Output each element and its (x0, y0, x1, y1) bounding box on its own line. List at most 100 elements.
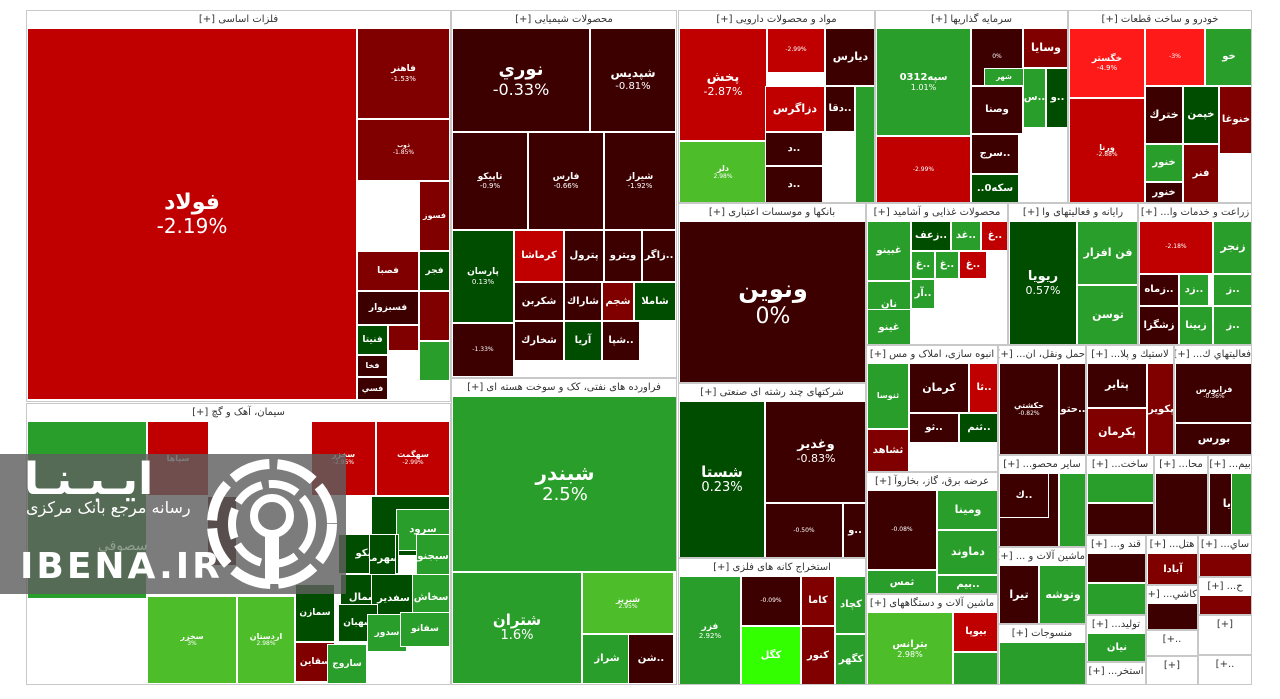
stock-tile[interactable]: ..دقا (825, 86, 855, 132)
stock-tile[interactable]: فارس -0.66% (528, 132, 604, 230)
sector-title[interactable]: رایانه و فعالیتهای وا [+] (1009, 204, 1137, 221)
stock-tile[interactable]: فصبا (357, 251, 419, 291)
stock-tile[interactable]: ديارس (825, 28, 874, 86)
stock-tile[interactable]: خترك (1145, 86, 1183, 144)
sector-title[interactable]: كاشي... [+] (1147, 586, 1197, 603)
stock-tile[interactable]: ..غ (981, 221, 1007, 251)
stock-tile[interactable]: زنجر (1213, 221, 1251, 274)
stock-tile[interactable]: شاملا (634, 282, 676, 321)
sector-title[interactable]: ماشین آلات و دستگاههای [+] (867, 595, 997, 612)
sector-title[interactable]: شرکتهای چند رشته ای صنعتی [+] (679, 384, 865, 401)
stock-tile[interactable]: ..آر (911, 279, 935, 309)
sector-title[interactable]: استخر... [+] (1087, 663, 1145, 680)
stock-tile[interactable]: سفانو (400, 612, 450, 647)
sector-title[interactable]: ..+] (1199, 656, 1251, 673)
stock-tile[interactable]: ..زماه (1139, 274, 1179, 306)
sector-title[interactable]: ح... [+] (1199, 578, 1251, 595)
stock-tile[interactable] (419, 341, 450, 381)
sector-title[interactable]: قند و... [+] (1087, 536, 1145, 553)
stock-tile[interactable]: فولاد -2.19% (27, 28, 357, 400)
stock-tile[interactable]: زشگزا (1139, 306, 1179, 344)
stock-tile[interactable] (1231, 473, 1251, 534)
stock-tile[interactable] (419, 291, 450, 341)
stock-tile[interactable]: سكه0.. (971, 174, 1019, 202)
stock-tile[interactable]: كاما (801, 576, 835, 626)
stock-tile[interactable]: وتوشه (1039, 565, 1085, 623)
sector-title[interactable]: محا... [+] (1155, 456, 1207, 473)
stock-tile[interactable]: پترول (564, 230, 604, 282)
stock-tile[interactable]: ..د (765, 166, 823, 202)
stock-tile[interactable]: -2.99% (876, 136, 971, 202)
sector-title[interactable]: [+] (1199, 616, 1251, 633)
stock-tile[interactable]: فسوز (419, 181, 450, 251)
stock-tile[interactable]: ..شپا (602, 321, 640, 361)
sector-title[interactable]: زراعت و خدمات وا... [+] (1139, 204, 1251, 221)
stock-tile[interactable]: ..د (765, 132, 823, 166)
stock-tile[interactable]: كچاد (835, 576, 865, 634)
stock-tile[interactable]: ورنا -2.88% (1069, 98, 1145, 202)
stock-tile[interactable]: ..ز (1213, 306, 1251, 344)
stock-tile[interactable]: زبينا (1179, 306, 1213, 344)
stock-tile[interactable]: ويترو (604, 230, 642, 282)
stock-tile[interactable]: ..حتو (1059, 363, 1085, 454)
sector-title[interactable]: ساخت... [+] (1087, 456, 1153, 473)
stock-tile[interactable]: ثنوسا (867, 363, 909, 429)
stock-tile[interactable]: -2.18% (1139, 221, 1213, 274)
stock-tile[interactable]: وسايا (1023, 28, 1067, 68)
stock-tile[interactable]: ذوب -1.85% (357, 119, 450, 181)
stock-tile[interactable]: شستا 0.23% (679, 401, 765, 557)
sector-title[interactable]: هتل... [+] (1147, 536, 1197, 553)
stock-tile[interactable]: ..غ (959, 251, 987, 279)
sector-title[interactable]: فراورده های نفتی، کک و سوخت هسته ای [+] (452, 379, 676, 396)
stock-tile[interactable]: كرماشا (514, 230, 564, 282)
stock-tile[interactable]: توسن (1077, 285, 1137, 344)
sector-title[interactable]: توليد... [+] (1087, 616, 1145, 633)
sector-title[interactable]: سایر محصو... [+] (999, 456, 1085, 473)
stock-tile[interactable]: پخش -2.87% (679, 28, 767, 141)
stock-tile[interactable]: فزر 2.92% (679, 576, 741, 684)
stock-tile[interactable]: خپمن (1183, 86, 1219, 144)
stock-tile[interactable]: پارسان 0.13% (452, 230, 514, 323)
stock-tile[interactable]: شجم (602, 282, 634, 321)
stock-tile[interactable]: فنيتا (357, 325, 388, 355)
stock-tile[interactable]: آبادا (1147, 553, 1197, 584)
stock-tile[interactable]: ..ك (999, 473, 1049, 518)
stock-tile[interactable]: شهر (984, 68, 1024, 86)
stock-tile[interactable]: ..و (843, 503, 865, 557)
stock-tile[interactable]: دزاگرس (765, 86, 825, 132)
stock-tile[interactable]: حكشتي -0.82% (999, 363, 1059, 454)
stock-tile[interactable]: ..ز (1213, 274, 1251, 306)
stock-tile[interactable]: ريويا 0.57% (1009, 221, 1077, 344)
stock-tile[interactable]: -0.50% (765, 503, 843, 557)
stock-tile[interactable]: كگل (741, 626, 801, 684)
stock-tile[interactable] (1087, 473, 1153, 503)
stock-tile[interactable] (855, 86, 874, 202)
stock-tile[interactable]: ثشاهد (867, 429, 909, 471)
stock-tile[interactable]: وصنا (971, 86, 1023, 134)
stock-tile[interactable]: سبجنو (416, 534, 450, 579)
stock-tile[interactable]: -1.33% (452, 323, 514, 377)
sector-title[interactable]: ماشین آلات و ... [+] (999, 548, 1085, 565)
stock-tile[interactable]: ..س (1023, 68, 1046, 128)
stock-tile[interactable]: پتاير (1087, 363, 1147, 408)
stock-tile[interactable]: دلر 2.98% (679, 141, 767, 202)
stock-tile[interactable]: ..بيم (937, 575, 997, 593)
stock-tile[interactable]: تيرا (999, 565, 1039, 623)
sector-title[interactable]: ساي... [+] (1199, 536, 1251, 553)
sector-title[interactable]: فعاليتهاي ك... [+] (1175, 346, 1251, 363)
sector-title[interactable]: خودرو و ساخت قطعات [+] (1069, 11, 1251, 28)
stock-tile[interactable]: ..غ (911, 251, 935, 279)
stock-tile[interactable]: دماوند (937, 530, 997, 575)
stock-tile[interactable]: پكرمان (1087, 408, 1147, 454)
stock-tile[interactable]: -2.99% (767, 28, 825, 73)
stock-tile[interactable]: خگستر -4.9% (1069, 28, 1145, 98)
stock-tile[interactable]: فنر (1183, 144, 1219, 202)
stock-tile[interactable]: ..ثا (969, 363, 997, 413)
stock-tile[interactable]: ونوين 0% (679, 221, 865, 382)
stock-tile[interactable]: ..زد (1179, 274, 1209, 306)
stock-tile[interactable]: ..شن (628, 634, 674, 684)
stock-tile[interactable]: فاهنر -1.53% (357, 28, 450, 119)
stock-tile[interactable]: شپديس -0.81% (590, 28, 676, 132)
stock-tile[interactable]: كگهر (835, 634, 865, 684)
stock-tile[interactable] (1199, 553, 1251, 576)
